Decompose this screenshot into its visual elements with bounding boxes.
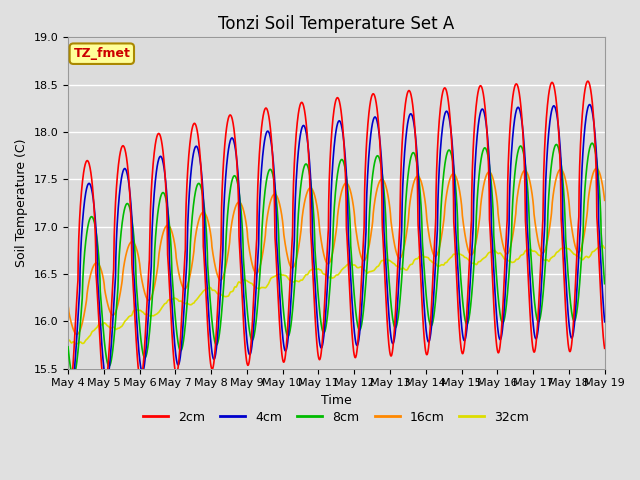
X-axis label: Time: Time xyxy=(321,394,352,407)
8cm xyxy=(585,148,593,154)
4cm xyxy=(64,375,72,381)
16cm xyxy=(585,191,593,196)
32cm xyxy=(487,249,495,255)
2cm xyxy=(585,80,593,85)
Text: TZ_fmet: TZ_fmet xyxy=(74,47,131,60)
Line: 2cm: 2cm xyxy=(68,81,605,378)
4cm xyxy=(601,319,609,325)
16cm xyxy=(593,166,600,171)
Line: 32cm: 32cm xyxy=(68,245,605,344)
8cm xyxy=(311,247,319,253)
2cm xyxy=(584,78,591,84)
8cm xyxy=(586,147,593,153)
4cm xyxy=(486,185,494,191)
32cm xyxy=(586,254,593,260)
2cm xyxy=(486,235,494,240)
4cm xyxy=(311,275,319,280)
Line: 4cm: 4cm xyxy=(68,105,605,378)
8cm xyxy=(92,226,99,232)
16cm xyxy=(92,260,99,266)
8cm xyxy=(64,344,72,349)
4cm xyxy=(325,254,333,260)
8cm xyxy=(325,294,333,300)
16cm xyxy=(73,332,81,337)
2cm xyxy=(92,235,99,241)
16cm xyxy=(601,197,609,203)
4cm xyxy=(585,102,593,108)
16cm xyxy=(586,189,593,194)
8cm xyxy=(69,373,77,379)
16cm xyxy=(487,170,495,176)
2cm xyxy=(601,346,609,351)
16cm xyxy=(325,260,333,266)
2cm xyxy=(311,307,319,313)
32cm xyxy=(92,325,99,331)
4cm xyxy=(586,102,593,108)
4cm xyxy=(585,102,593,108)
2cm xyxy=(325,188,333,193)
16cm xyxy=(311,194,319,200)
8cm xyxy=(487,175,495,181)
32cm xyxy=(598,242,606,248)
Legend: 2cm, 4cm, 8cm, 16cm, 32cm: 2cm, 4cm, 8cm, 16cm, 32cm xyxy=(138,406,534,429)
Line: 16cm: 16cm xyxy=(68,168,605,335)
8cm xyxy=(601,281,609,287)
32cm xyxy=(601,245,609,251)
32cm xyxy=(72,341,80,347)
4cm xyxy=(92,218,99,224)
Y-axis label: Soil Temperature (C): Soil Temperature (C) xyxy=(15,139,28,267)
2cm xyxy=(586,81,593,86)
Line: 8cm: 8cm xyxy=(68,143,605,376)
32cm xyxy=(585,254,593,260)
2cm xyxy=(64,375,72,381)
32cm xyxy=(325,275,333,281)
8cm xyxy=(588,140,596,146)
32cm xyxy=(64,337,72,343)
16cm xyxy=(64,302,72,308)
32cm xyxy=(311,266,319,272)
Title: Tonzi Soil Temperature Set A: Tonzi Soil Temperature Set A xyxy=(218,15,454,33)
